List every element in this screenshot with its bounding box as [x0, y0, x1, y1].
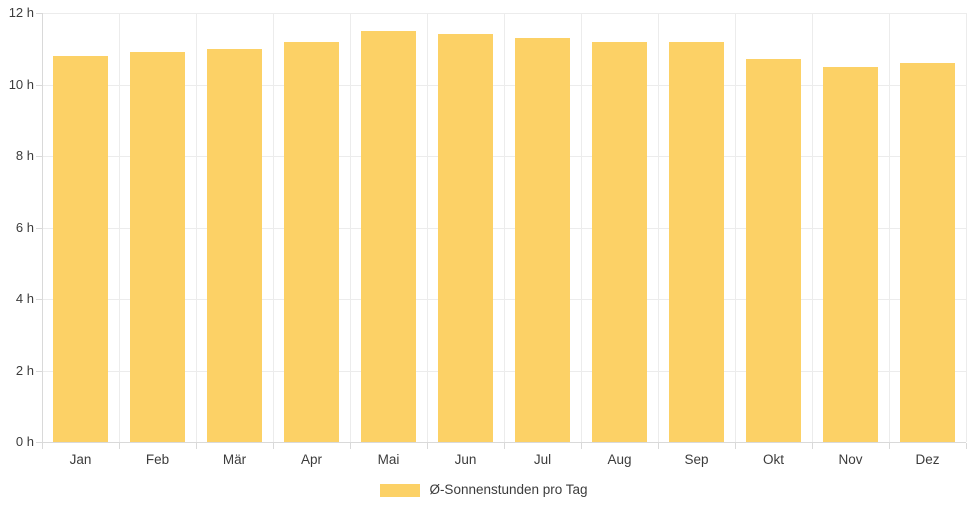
x-axis-tick — [42, 443, 43, 449]
x-axis-label: Apr — [300, 452, 322, 467]
y-axis-label: 8 h — [15, 148, 34, 163]
y-axis-tick — [36, 13, 42, 14]
x-axis-tick — [504, 443, 505, 449]
x-axis-tick — [427, 443, 428, 449]
x-axis-label: Jul — [533, 452, 552, 467]
y-axis-tick — [36, 442, 42, 443]
y-axis-tick — [36, 370, 42, 372]
bar-mai[interactable] — [361, 30, 416, 442]
bar-sep[interactable] — [669, 41, 724, 442]
bar-jul[interactable] — [515, 38, 570, 442]
vertical-gridline — [581, 13, 582, 442]
bar-aug[interactable] — [592, 41, 647, 442]
x-axis-label: Nov — [838, 452, 863, 467]
bar-nov[interactable] — [823, 66, 878, 442]
x-axis-label: Mär — [222, 452, 247, 467]
x-axis-label: Mai — [377, 452, 400, 467]
x-axis-label: Sep — [684, 452, 709, 467]
x-axis-tick — [658, 443, 659, 449]
x-axis-tick — [812, 443, 813, 449]
y-axis-label: 4 h — [15, 291, 34, 306]
x-axis-label: Jun — [454, 452, 477, 467]
x-axis-tick — [273, 443, 274, 449]
x-axis-tick — [119, 443, 120, 449]
x-axis-tick — [581, 443, 582, 449]
bar-feb[interactable] — [130, 52, 185, 442]
y-axis-label: 6 h — [15, 219, 34, 235]
x-axis-label: Jan — [69, 452, 92, 467]
vertical-gridline — [119, 13, 120, 442]
vertical-gridline — [350, 13, 351, 442]
x-axis-tick — [966, 443, 967, 449]
y-axis-tick — [36, 84, 42, 86]
bar-dez[interactable] — [900, 63, 955, 442]
y-axis-label: 2 h — [15, 362, 34, 378]
x-axis-label: Feb — [145, 452, 170, 467]
x-axis-line — [42, 442, 966, 443]
y-axis-line — [42, 13, 43, 442]
legend[interactable]: Ø-Sonnenstunden pro Tag — [0, 481, 968, 499]
vertical-gridline — [735, 13, 736, 442]
y-axis-label: 0 h — [15, 434, 34, 449]
vertical-gridline — [273, 13, 274, 442]
x-axis-tick — [889, 443, 890, 449]
y-axis-tick — [36, 227, 42, 229]
y-axis-label: 10 h — [8, 76, 34, 92]
y-axis-tick — [36, 299, 42, 300]
x-axis-tick — [735, 443, 736, 449]
vertical-gridline — [504, 13, 505, 442]
legend-swatch — [380, 483, 421, 497]
vertical-gridline — [812, 13, 813, 442]
vertical-gridline — [427, 13, 428, 442]
legend-label: Ø-Sonnenstunden pro Tag — [429, 482, 588, 497]
bar-apr[interactable] — [284, 41, 339, 442]
x-axis-label: Dez — [915, 452, 940, 467]
x-axis-tick — [196, 443, 197, 449]
y-axis-label: 12 h — [8, 5, 34, 20]
vertical-gridline — [966, 13, 967, 442]
bar-jan[interactable] — [53, 55, 108, 442]
bar-jun[interactable] — [438, 34, 493, 442]
bar-okt[interactable] — [746, 59, 801, 442]
bar-mär[interactable] — [207, 48, 262, 442]
x-axis-label: Aug — [607, 452, 632, 467]
x-axis-tick — [350, 443, 351, 449]
vertical-gridline — [196, 13, 197, 442]
y-axis-tick — [36, 156, 42, 157]
vertical-gridline — [889, 13, 890, 442]
x-axis-label: Okt — [762, 452, 784, 467]
vertical-gridline — [658, 13, 659, 442]
